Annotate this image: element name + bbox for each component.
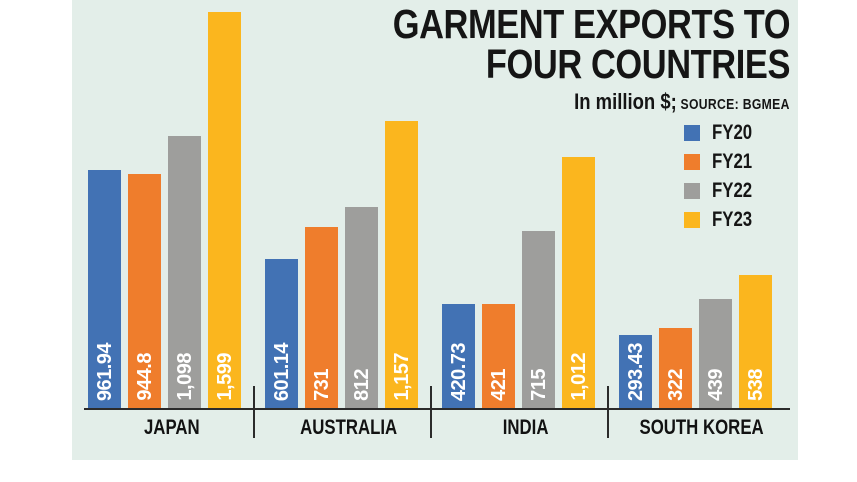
legend-item-fy20: FY20 — [683, 121, 762, 144]
legend-item-fy22: FY22 — [683, 179, 762, 202]
chart-panel: GARMENT EXPORTS TO FOUR COUNTRIES In mil… — [72, 0, 798, 460]
category-label-australia: AUSTRALIA — [300, 416, 398, 439]
bar-fy22-india: 715 — [522, 230, 555, 408]
unit-label: In million $; — [574, 89, 677, 115]
bar-fy22-south-korea: 439 — [699, 299, 732, 408]
legend-label: FY20 — [711, 121, 752, 144]
bar-fy23-australia: 1,157 — [385, 121, 418, 408]
page-title-line1: GARMENT EXPORTS TO — [392, 1, 791, 47]
bar-value-label: 1,098 — [173, 353, 196, 401]
bar-fy22-australia: 812 — [345, 206, 378, 408]
bar-value-label: 715 — [527, 369, 550, 401]
bar-value-label: 944.8 — [133, 353, 156, 401]
legend: FY20 FY21 FY22 FY23 — [683, 121, 762, 231]
bar-fy21-india: 421 — [482, 303, 515, 408]
bar-value-label: 420.73 — [447, 342, 470, 401]
chart-subtitle: In million $; SOURCE: BGMEA — [317, 89, 790, 115]
legend-item-fy23: FY23 — [683, 208, 762, 231]
legend-label: FY23 — [711, 208, 752, 231]
legend-swatch-fy23 — [683, 211, 700, 228]
bar-group-south-korea: 293.43 322 439 538 — [619, 12, 772, 408]
bar-group-india: 420.73 421 715 1,012 — [442, 12, 595, 408]
category-label-india: INDIA — [502, 416, 549, 439]
bar-value-label: 961.94 — [93, 342, 116, 401]
source-label: SOURCE: BGMEA — [680, 97, 790, 114]
bar-value-label: 322 — [664, 369, 687, 401]
bar-fy21-south-korea: 322 — [659, 328, 692, 408]
bar-group-australia: 601.14 731 812 1,157 — [265, 12, 418, 408]
bar-value-label: 1,157 — [390, 353, 413, 401]
category-label-japan: JAPAN — [144, 416, 201, 439]
axis-separator — [252, 386, 255, 438]
bar-fy21-australia: 731 — [305, 226, 338, 408]
bar-value-label: 601.14 — [270, 342, 293, 401]
legend-label: FY22 — [711, 179, 752, 202]
bar-value-label: 731 — [310, 369, 333, 401]
axis-labels: JAPAN AUSTRALIA INDIA SOUTH KOREA — [84, 410, 790, 440]
bar-fy23-south-korea: 538 — [739, 274, 772, 408]
legend-swatch-fy21 — [683, 153, 700, 170]
axis-separator — [429, 386, 432, 438]
legend-swatch-fy20 — [683, 124, 700, 141]
bar-fy20-australia: 601.14 — [265, 259, 298, 408]
bar-fy21-japan: 944.8 — [128, 174, 161, 408]
bar-value-label: 293.43 — [624, 342, 647, 401]
legend-swatch-fy22 — [683, 182, 700, 199]
bar-value-label: 812 — [350, 369, 373, 401]
bar-value-label: 538 — [744, 369, 767, 401]
title-block: GARMENT EXPORTS TO FOUR COUNTRIES In mil… — [317, 1, 791, 115]
bar-fy20-japan: 961.94 — [88, 169, 121, 408]
bar-value-label: 1,012 — [567, 353, 590, 401]
bar-fy20-south-korea: 293.43 — [619, 335, 652, 408]
category-label-south-korea: SOUTH KOREA — [639, 416, 764, 439]
x-axis: JAPAN AUSTRALIA INDIA SOUTH KOREA — [84, 386, 790, 440]
bar-value-label: 421 — [487, 369, 510, 401]
bar-value-label: 439 — [704, 369, 727, 401]
legend-label: FY21 — [711, 150, 752, 173]
bar-group-japan: 961.94 944.8 1,098 1,599 — [88, 12, 241, 408]
bar-fy22-japan: 1,098 — [168, 136, 201, 408]
legend-item-fy21: FY21 — [683, 150, 762, 173]
bar-groups: 961.94 944.8 1,098 1,599 601.14 731 812 1,157 42… — [88, 12, 772, 408]
bar-value-label: 1,599 — [213, 353, 236, 401]
bar-fy23-india: 1,012 — [562, 157, 595, 408]
bar-fy23-japan: 1,599 — [208, 12, 241, 408]
page-title-line2: FOUR COUNTRIES — [485, 41, 790, 88]
axis-separator — [607, 386, 610, 438]
bar-fy20-india: 420.73 — [442, 303, 475, 408]
